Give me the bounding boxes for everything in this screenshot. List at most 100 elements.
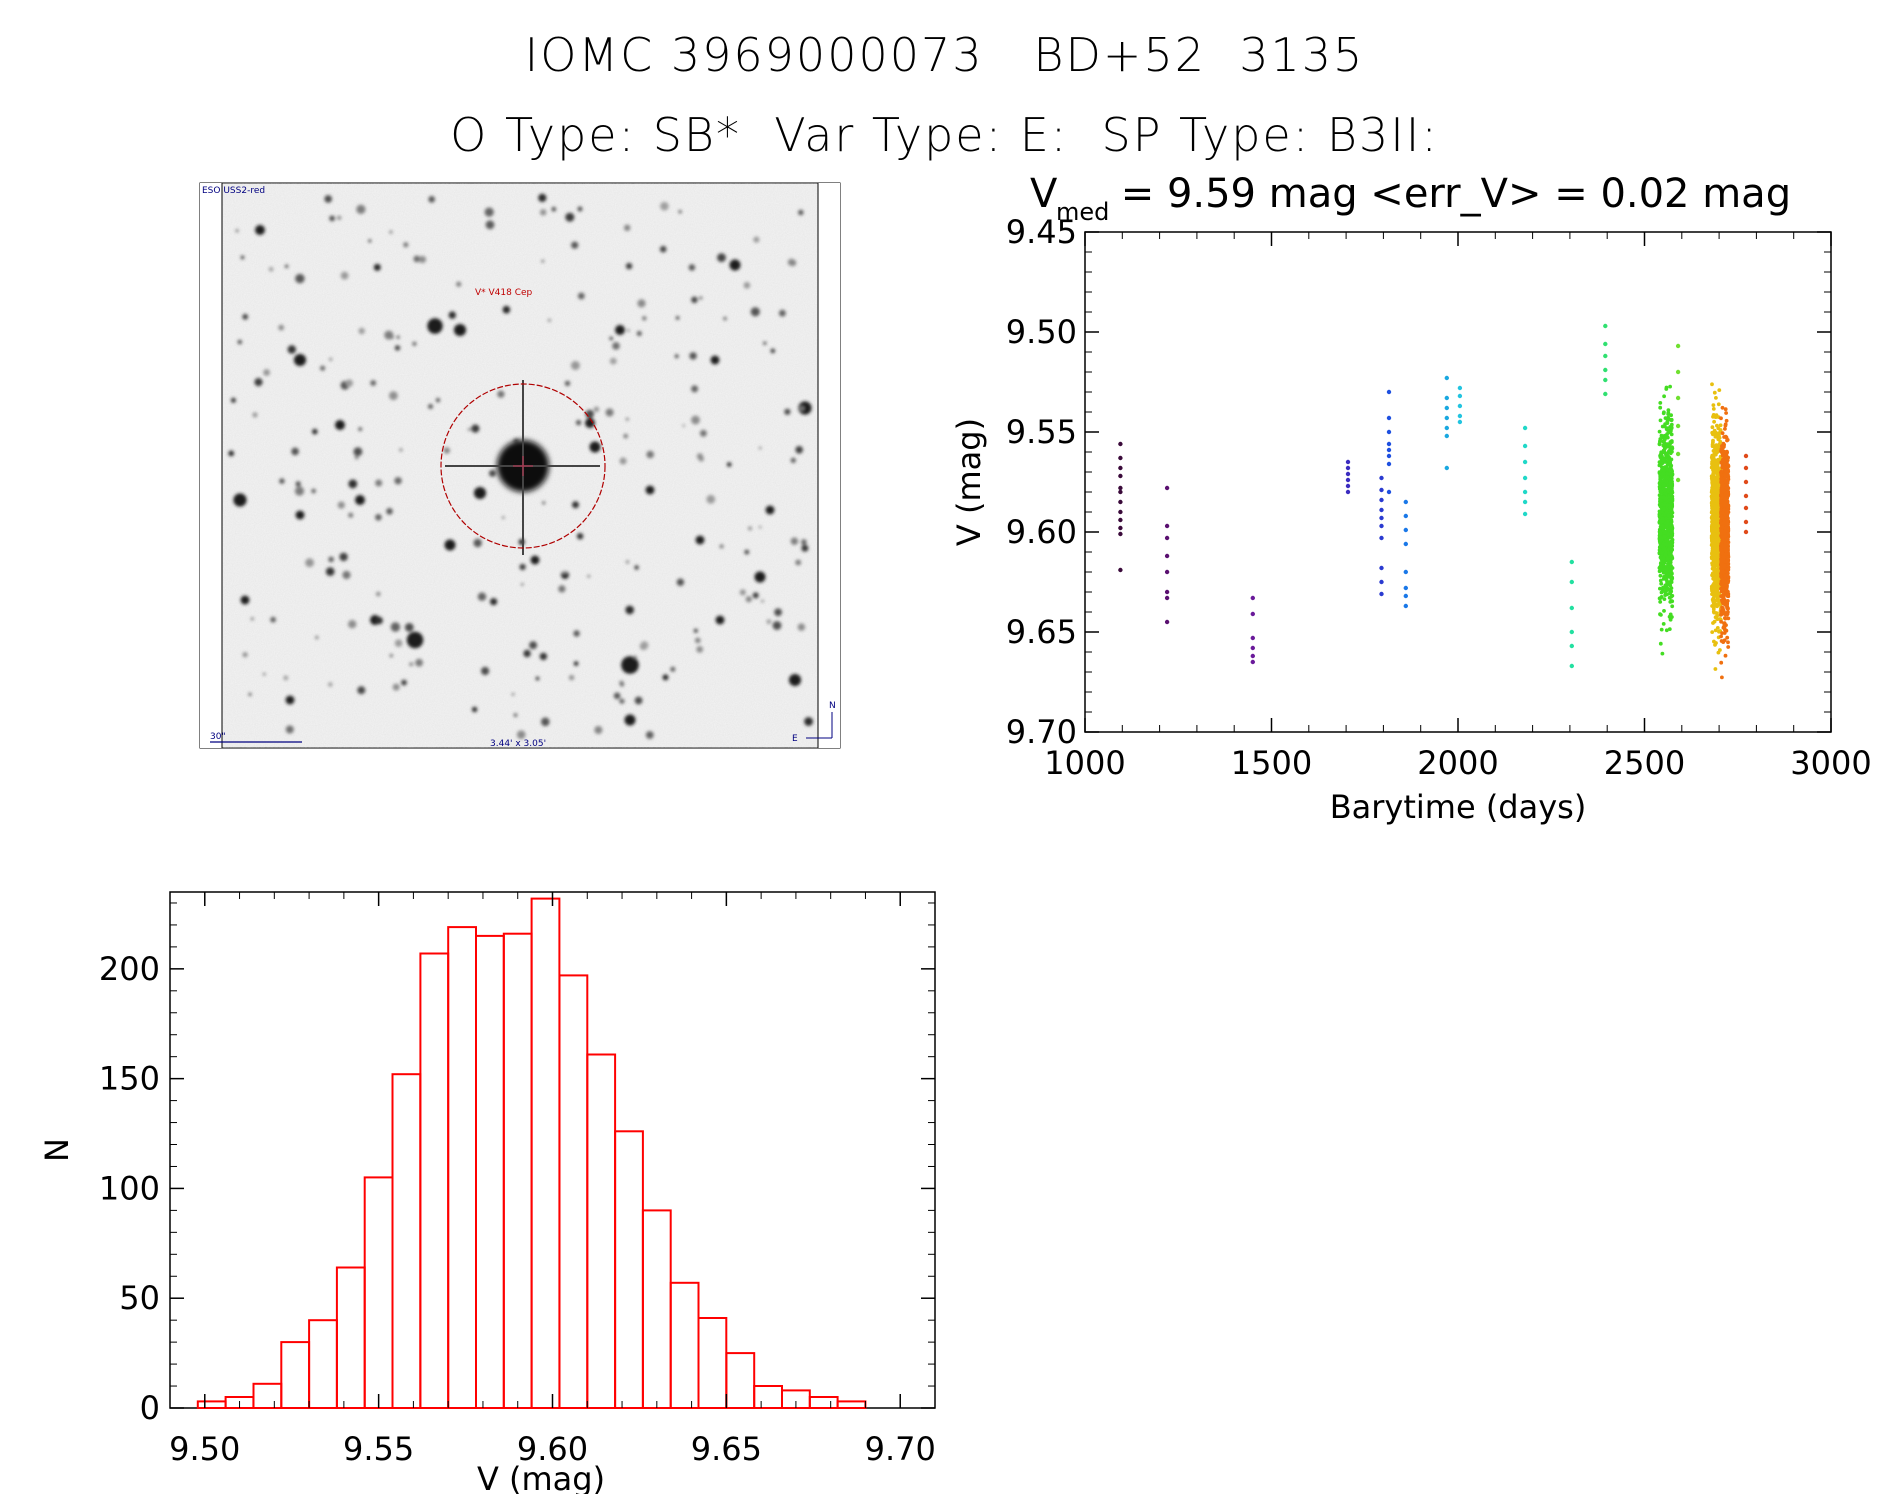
light-curve-point <box>1722 503 1727 508</box>
faint-star <box>571 241 579 249</box>
faint-star <box>626 418 629 421</box>
light-curve-point <box>1675 423 1681 429</box>
faint-star <box>612 342 620 350</box>
light-curve-point <box>1711 607 1716 611</box>
light-curve-point <box>1457 413 1463 419</box>
light-curve-point <box>1711 511 1715 516</box>
faint-star <box>540 209 547 216</box>
light-curve-point <box>1665 581 1669 585</box>
histogram-bar <box>447 926 478 1409</box>
light-curve-point <box>1669 594 1674 599</box>
light-curve-point <box>1668 560 1673 565</box>
light-curve-point <box>1379 523 1384 529</box>
light-curve-point <box>1714 493 1718 498</box>
light-curve-point <box>1658 578 1663 583</box>
faint-star <box>415 658 423 667</box>
light-curve-point <box>1715 613 1719 618</box>
faint-star <box>456 281 462 287</box>
light-curve-title-v: V <box>1030 171 1058 217</box>
bright-star <box>561 571 569 579</box>
light-curve-point <box>1716 550 1720 555</box>
light-curve-point <box>1714 575 1719 580</box>
faint-star <box>625 560 630 564</box>
faint-star <box>291 447 299 456</box>
faint-star <box>542 501 546 505</box>
faint-star <box>547 318 552 322</box>
faint-star <box>675 316 680 320</box>
light-curve-point <box>1723 496 1727 501</box>
light-curve-point <box>1386 447 1392 453</box>
faint-star <box>353 447 363 457</box>
faint-star <box>745 596 752 603</box>
light-curve-point <box>1667 459 1672 464</box>
faint-star <box>609 357 617 365</box>
faint-star <box>790 457 796 463</box>
light-curve-point <box>1522 489 1528 495</box>
faint-star <box>473 538 482 548</box>
faint-star <box>254 378 263 387</box>
light-curve-point <box>1711 469 1716 474</box>
faint-star <box>753 236 760 243</box>
light-curve-point <box>1711 609 1716 614</box>
light-curve-point <box>1669 571 1674 575</box>
faint-star <box>516 730 526 739</box>
light-curve-point <box>1721 600 1725 605</box>
light-curve-point <box>1720 510 1725 515</box>
light-curve-point <box>1710 382 1714 387</box>
x-tick-label: 9.70 <box>865 1430 936 1468</box>
faint-star <box>324 195 333 203</box>
light-curve-point <box>1725 516 1730 521</box>
light-curve-point <box>1250 611 1256 617</box>
bright-star <box>765 505 775 515</box>
light-curve-point <box>1444 395 1450 401</box>
faint-star <box>394 345 401 351</box>
light-curve-point <box>1164 535 1170 541</box>
bright-star <box>585 418 595 428</box>
histogram-y-tick-labels: 0 50 100 150 200 <box>99 950 160 1427</box>
histogram-bar <box>558 974 589 1410</box>
faint-star <box>278 324 285 331</box>
light-curve-point <box>1667 627 1672 631</box>
faint-star <box>294 486 305 496</box>
light-curve-point <box>1716 426 1721 431</box>
svg-text:N: N <box>829 701 836 711</box>
light-curve-point <box>1668 465 1673 469</box>
light-curve-point <box>1716 539 1721 544</box>
light-curve-point <box>1670 566 1675 570</box>
light-curve-point <box>1719 660 1724 665</box>
faint-star <box>619 457 627 465</box>
faint-star <box>774 608 782 617</box>
faint-star <box>228 450 235 457</box>
faint-star <box>695 637 701 644</box>
faint-star <box>285 264 289 268</box>
light-curve-point <box>1726 616 1731 621</box>
histogram-x-axis-label: V (mag) <box>477 1460 605 1494</box>
chart-title-line1: IOMC 3969000073 BD+52 3135 <box>524 28 1365 82</box>
y-tick-label: 9.45 <box>1006 213 1077 251</box>
light-curve-point <box>1723 529 1728 533</box>
light-curve-point <box>1715 571 1719 576</box>
light-curve-point <box>1386 441 1392 447</box>
light-curve-point <box>1720 610 1724 615</box>
faint-star <box>348 479 358 489</box>
light-curve-point <box>1659 490 1664 494</box>
bright-star <box>473 486 487 500</box>
light-curve-point <box>1724 418 1729 423</box>
bright-star <box>530 555 540 565</box>
light-curve-point <box>1603 377 1608 383</box>
faint-star <box>645 731 654 739</box>
light-curve-point <box>1710 604 1714 608</box>
faint-star <box>594 726 603 734</box>
faint-star <box>502 516 505 519</box>
y-tick-label: 9.60 <box>1006 513 1077 551</box>
light-curve-point <box>1721 563 1725 567</box>
faint-star <box>342 570 351 580</box>
faint-star <box>285 725 294 734</box>
light-curve-point <box>1713 452 1718 457</box>
light-curve-point <box>1721 595 1726 600</box>
light-curve-point <box>1118 509 1123 515</box>
faint-star <box>538 193 547 202</box>
faint-star <box>237 339 243 345</box>
faint-star <box>573 661 579 666</box>
faint-star <box>248 692 252 696</box>
